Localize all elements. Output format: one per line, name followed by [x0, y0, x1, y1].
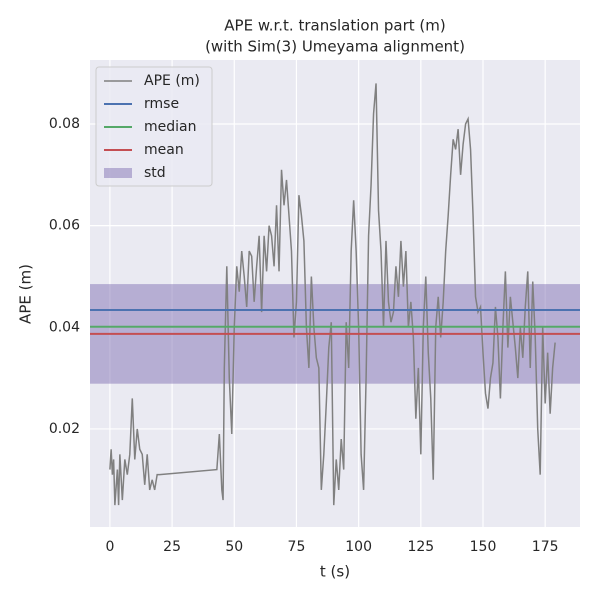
y-tick-label: 0.04 — [49, 319, 80, 335]
x-tick-label: 25 — [163, 539, 181, 555]
legend-label: APE (m) — [144, 73, 200, 89]
x-tick-label: 100 — [345, 539, 372, 555]
legend-label: median — [144, 119, 196, 135]
x-tick-label: 150 — [470, 539, 497, 555]
chart-title: APE w.r.t. translation part (m) — [224, 17, 445, 35]
chart-subtitle: (with Sim(3) Umeyama alignment) — [205, 38, 465, 56]
x-tick-label: 50 — [225, 539, 243, 555]
x-tick-label: 75 — [288, 539, 306, 555]
x-tick-label: 0 — [105, 539, 114, 555]
legend-label: rmse — [144, 96, 179, 112]
legend-label: mean — [144, 142, 184, 158]
legend-swatch — [104, 168, 132, 178]
y-axis-label: APE (m) — [17, 264, 35, 324]
x-tick-label: 125 — [407, 539, 434, 555]
data-line — [109, 83, 556, 506]
legend-box — [95, 66, 213, 187]
y-tick-label: 0.06 — [49, 218, 80, 234]
x-axis-label: t (s) — [320, 563, 350, 581]
x-tick-label: 175 — [532, 539, 559, 555]
legend-label: std — [144, 165, 166, 181]
y-tick-label: 0.02 — [49, 421, 80, 437]
y-tick-label: 0.08 — [49, 116, 80, 132]
